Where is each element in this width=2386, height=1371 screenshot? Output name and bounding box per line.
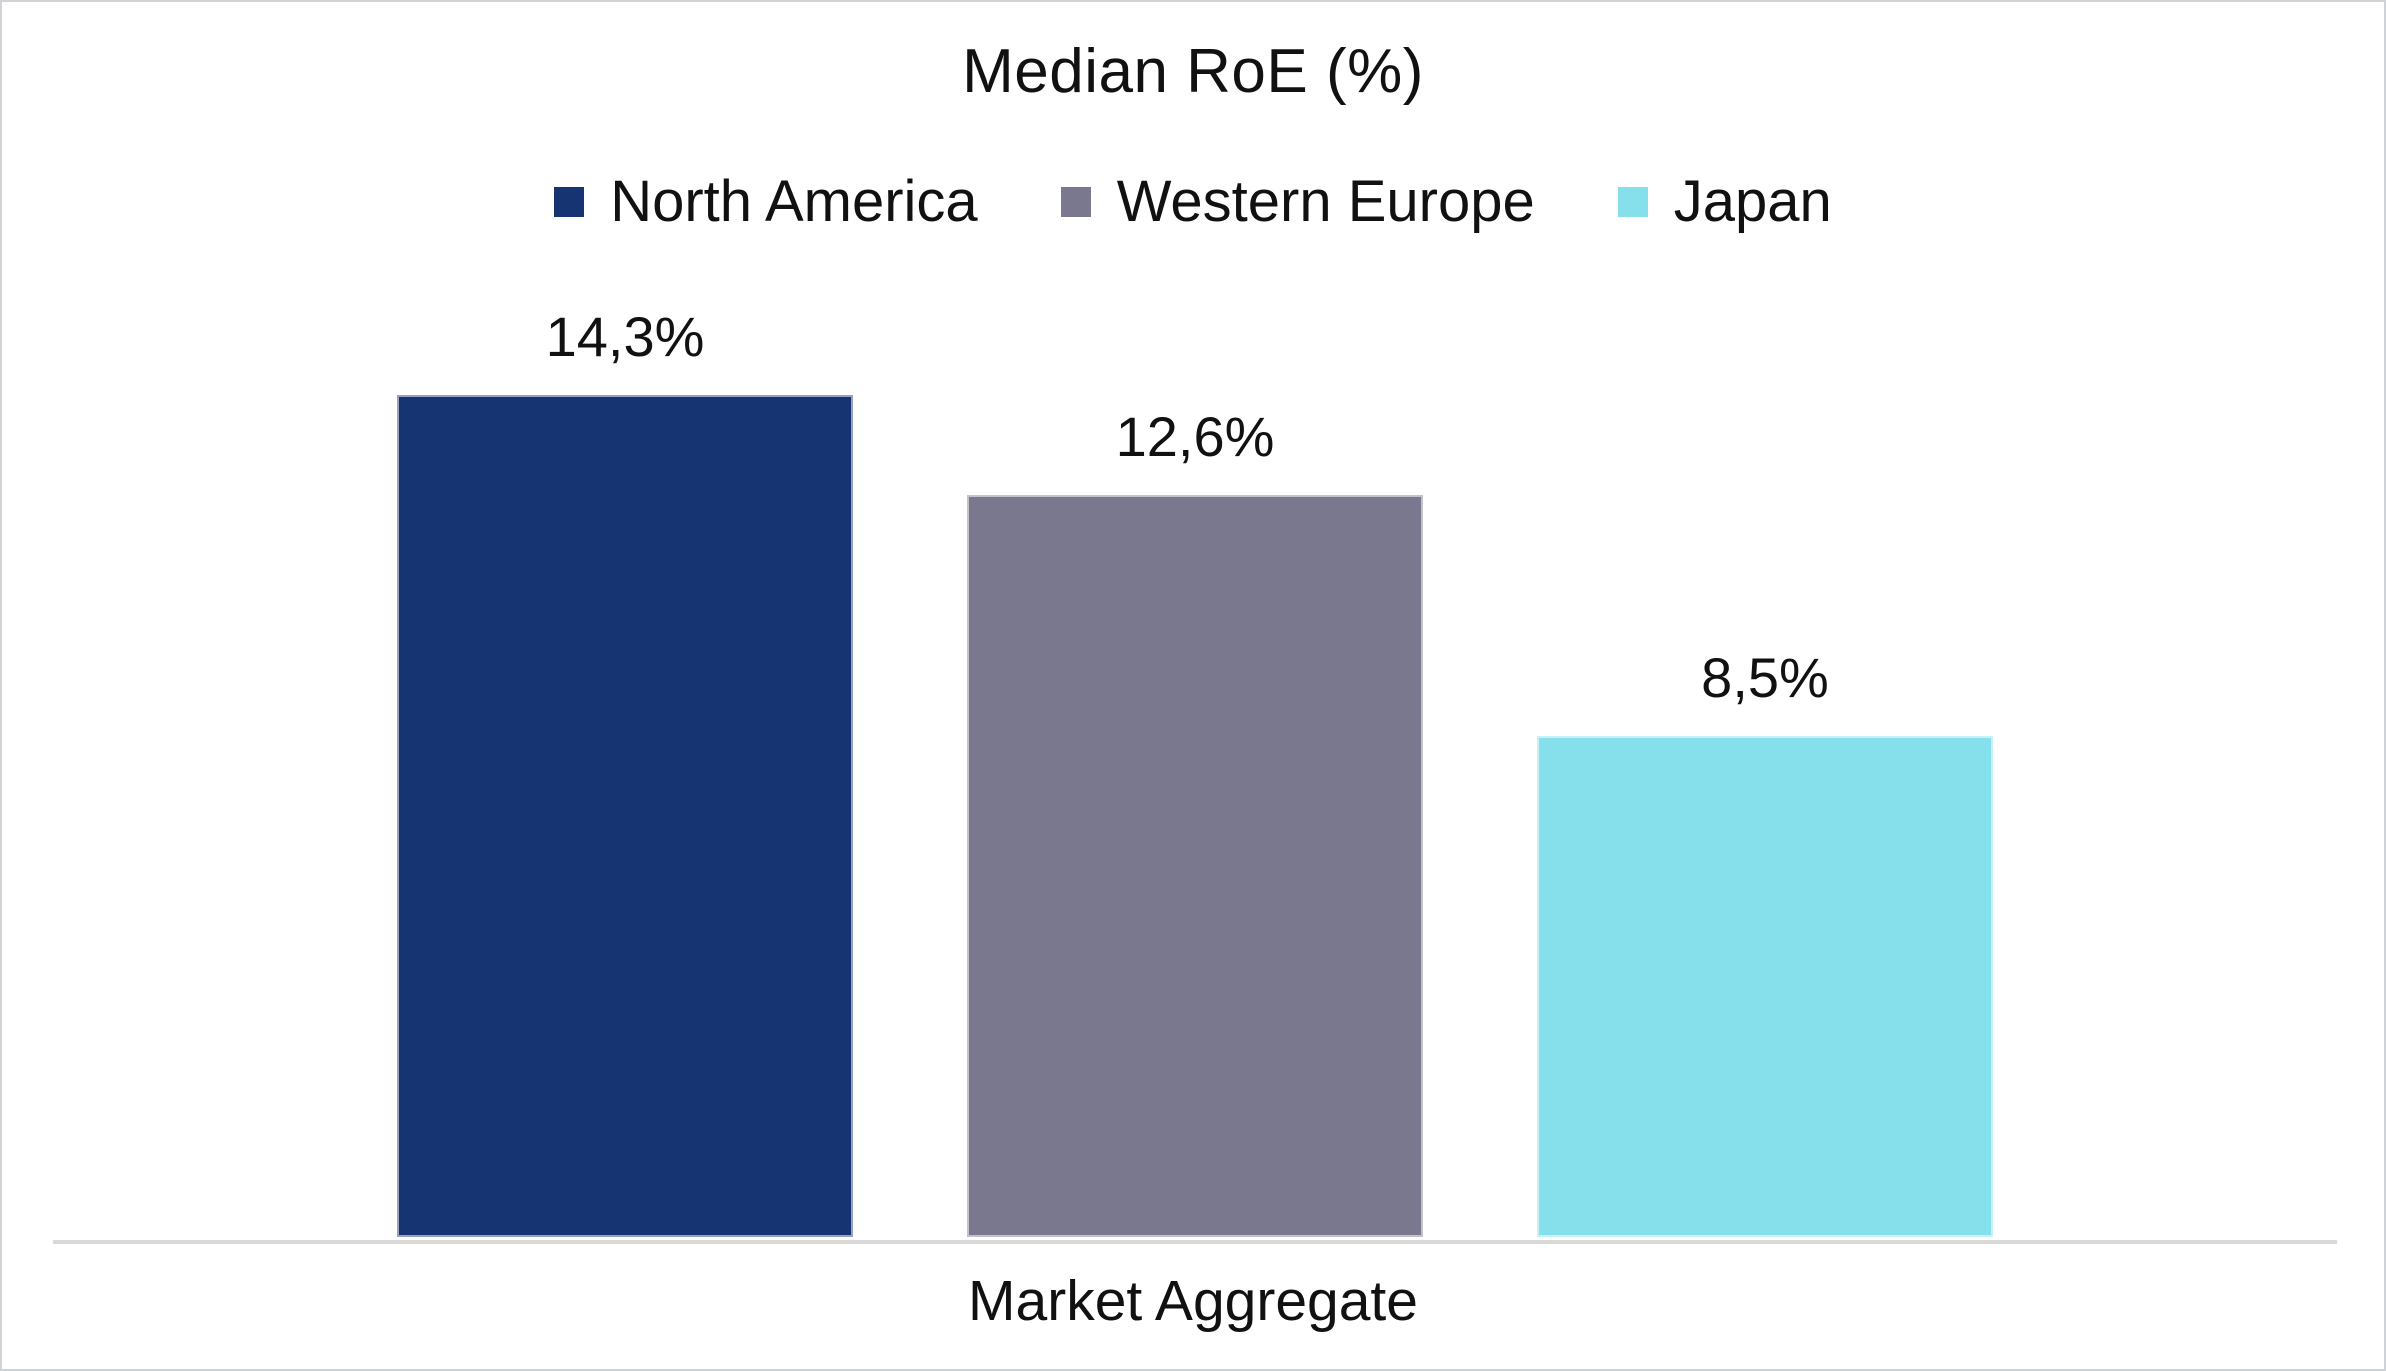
bar-north-america (397, 395, 853, 1237)
x-axis-line (53, 1240, 2337, 1244)
legend: North America Western Europe Japan (2, 168, 2384, 235)
legend-swatch-north-america (554, 186, 585, 217)
legend-item-north-america: North America (554, 168, 978, 235)
bar-western-europe (967, 495, 1423, 1237)
legend-swatch-japan (1617, 186, 1648, 217)
bar-group-north-america: 14,3% (397, 2, 853, 1237)
legend-swatch-western-europe (1060, 186, 1091, 217)
bar-group-western-europe: 12,6% (967, 2, 1423, 1237)
bar-value-label: 8,5% (1701, 646, 1829, 709)
x-axis-category-label: Market Aggregate (968, 1269, 1418, 1333)
chart-title: Median RoE (%) (962, 37, 1424, 106)
legend-label: Japan (1673, 169, 1832, 234)
bar-value-label: 12,6% (1115, 405, 1275, 468)
legend-item-japan: Japan (1617, 168, 1832, 235)
bar-group-japan: 8,5% (1537, 2, 1993, 1237)
bar-value-label: 14,3% (545, 305, 705, 368)
bar-japan (1537, 736, 1993, 1237)
legend-label: North America (610, 169, 978, 234)
legend-item-western-europe: Western Europe (1060, 168, 1535, 235)
legend-label: Western Europe (1116, 169, 1535, 234)
